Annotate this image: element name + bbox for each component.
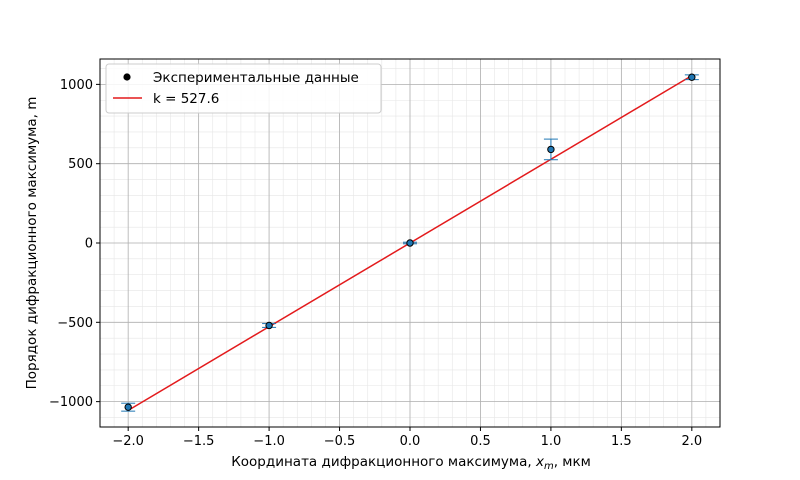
data-point xyxy=(406,239,414,247)
y-tick-label: 0 xyxy=(85,237,93,252)
y-tick-label: −1000 xyxy=(49,395,93,410)
x-axis-label-variable: x xyxy=(535,454,545,470)
y-tick-label: 1000 xyxy=(60,78,93,93)
data-point-group xyxy=(403,239,417,247)
x-tick-label: 0.0 xyxy=(400,434,421,449)
data-point-group xyxy=(121,402,136,412)
x-axis-ticks: −2.0 −1.5 −1.0 −0.5 0.0 0.5 1.0 1.5 2.0 xyxy=(112,427,702,449)
y-axis-label: Порядок дифракционного максимума, m xyxy=(24,97,40,390)
data-point xyxy=(547,145,555,154)
legend-label-fit: k = 527.6 xyxy=(153,91,219,107)
legend-box xyxy=(105,63,382,114)
x-tick-label: 1.0 xyxy=(541,434,562,449)
legend-label-points: Экспериментальные данные xyxy=(153,70,359,86)
y-tick-label: 500 xyxy=(68,157,93,172)
y-tick-label: −500 xyxy=(57,316,93,331)
x-axis-label-suffix: , мкм xyxy=(554,454,591,470)
legend-marker-points xyxy=(123,73,131,81)
data-point xyxy=(688,73,696,81)
x-tick-label: 2.0 xyxy=(681,434,702,449)
x-axis-label-subscript: m xyxy=(544,461,554,472)
x-tick-label: −0.5 xyxy=(324,434,356,449)
x-axis-label: Координата дифракционного максимума, xm,… xyxy=(231,454,591,472)
x-tick-label: 0.5 xyxy=(470,434,491,449)
y-axis-ticks: −1000 −500 0 500 1000 xyxy=(49,78,100,410)
x-axis-label-prefix: Координата дифракционного максимума, xyxy=(231,454,536,470)
data-point xyxy=(124,403,132,411)
x-tick-label: −1.0 xyxy=(253,434,285,449)
data-point-group xyxy=(684,73,699,81)
data-point xyxy=(265,321,273,330)
x-tick-label: 1.5 xyxy=(611,434,632,449)
plot-content xyxy=(121,73,699,412)
x-tick-label: −2.0 xyxy=(112,434,144,449)
data-point-group xyxy=(262,321,277,330)
legend: Экспериментальные данные k = 527.6 xyxy=(105,63,382,114)
data-point-group xyxy=(543,138,558,161)
x-tick-label: −1.5 xyxy=(183,434,215,449)
